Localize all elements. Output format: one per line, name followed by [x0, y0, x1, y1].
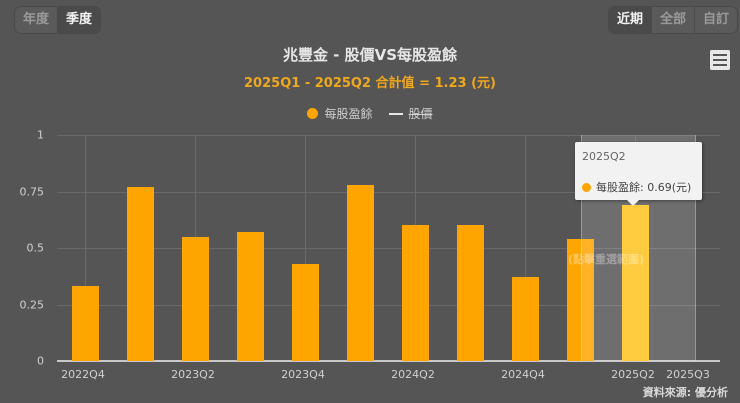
bar-2023Q2[interactable] — [181, 236, 209, 361]
y-tick-label: 0.75 — [19, 185, 45, 198]
gridline — [525, 135, 526, 361]
x-tick-label: 2025Q2 — [611, 368, 655, 381]
tooltip-title: 2025Q2 — [582, 150, 626, 163]
all-button[interactable]: 全部 — [652, 7, 695, 33]
circle-icon — [307, 108, 319, 119]
bar-2025Q2[interactable] — [621, 205, 649, 361]
circle-icon — [582, 182, 591, 192]
bar-2023Q1[interactable] — [126, 186, 154, 361]
x-tick-label: 2024Q4 — [501, 368, 545, 381]
gridline — [85, 135, 86, 361]
annual-button[interactable]: 年度 — [15, 7, 59, 33]
bar-2025Q1[interactable] — [566, 238, 594, 361]
period-toggle: 年度 季度 — [14, 6, 102, 34]
tooltip-value: 每股盈餘: 0.69(元) — [596, 181, 692, 194]
gridline — [57, 248, 720, 249]
y-tick-label: 0 — [37, 354, 44, 368]
chart-subtitle: 2025Q1 - 2025Q2 合計值 = 1.23 (元) — [244, 76, 496, 91]
custom-button[interactable]: 自訂 — [702, 12, 729, 27]
x-tick-label: 2022Q4 — [61, 368, 105, 381]
gridline — [57, 305, 720, 306]
reselect-range-hint: (點擊重選範圍) — [568, 253, 645, 266]
gridline — [305, 135, 306, 361]
y-tick-label: 0.25 — [19, 298, 45, 311]
gridline — [57, 135, 720, 136]
legend-item-eps[interactable]: 每股盈餘 — [307, 105, 373, 122]
bar-2023Q4[interactable] — [291, 263, 319, 361]
x-tick-label: 2025Q3 — [666, 368, 710, 381]
bar-2022Q4[interactable] — [71, 286, 99, 361]
y-tick-label: 1 — [37, 128, 44, 142]
quarterly-button[interactable]: 季度 — [58, 7, 101, 33]
bar-2024Q3[interactable] — [456, 225, 484, 361]
x-axis-line — [57, 360, 720, 362]
tooltip: 2025Q2 每股盈餘: 0.69(元) — [575, 142, 702, 206]
x-tick-label: 2023Q2 — [171, 368, 215, 381]
x-tick-label: 2023Q4 — [281, 368, 325, 381]
recent-button[interactable]: 近期 — [608, 7, 652, 33]
bar-2024Q4[interactable] — [511, 277, 539, 361]
data-source-credit: 資料來源: 優分析 — [642, 386, 728, 399]
legend: 每股盈餘 股價 — [0, 105, 740, 122]
hamburger-menu-icon[interactable] — [710, 50, 730, 70]
gridline — [57, 192, 720, 193]
line-icon — [388, 112, 403, 115]
bar-2023Q3[interactable] — [236, 232, 264, 361]
y-tick-label: 0.5 — [26, 241, 45, 255]
bar-2024Q2[interactable] — [401, 225, 429, 361]
legend-item-price[interactable]: 股價 — [388, 105, 433, 122]
x-tick-label: 2024Q2 — [391, 368, 435, 381]
range-toggle: 近期 全部 自訂 — [607, 6, 738, 34]
chart-title: 兆豐金 - 股價VS每股盈餘 — [282, 46, 458, 64]
bar-2024Q1[interactable] — [346, 184, 374, 361]
